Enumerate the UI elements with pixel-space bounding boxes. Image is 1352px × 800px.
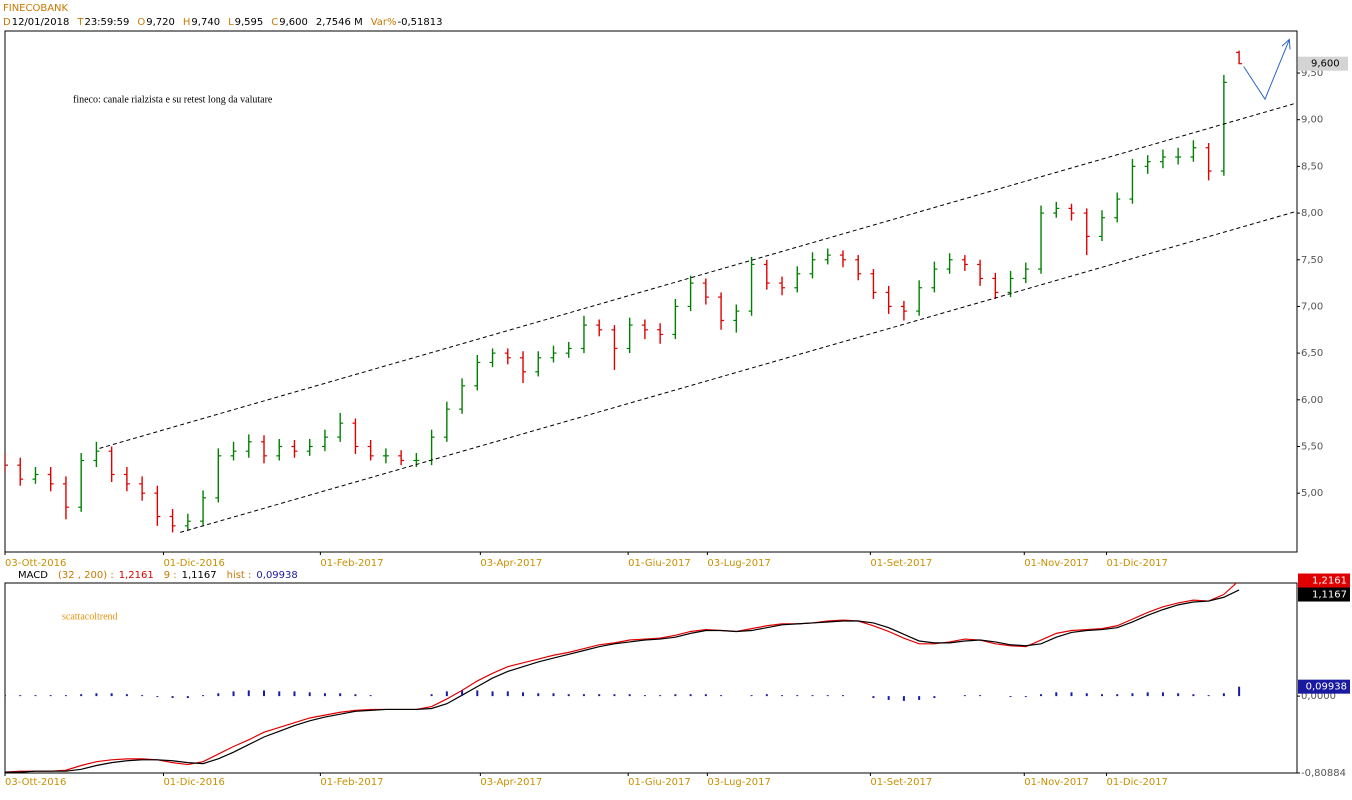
legend-name: 9 :: [164, 570, 177, 581]
x-tick-label: 01-Giu-2017: [628, 558, 691, 569]
field-value: 9,600: [279, 17, 308, 28]
x-tick-label: 01-Feb-2017: [320, 777, 383, 788]
x-tick-label: 01-Dic-2016: [163, 777, 224, 788]
field-key: C: [271, 17, 278, 28]
y-tick-label: 7,50: [1301, 255, 1323, 266]
y-tick-label: 7,00: [1301, 301, 1323, 312]
macd-line: [5, 583, 1238, 773]
macd-header: MACD (32 , 200) : 1,2161 9 : 1,1167 hist : 0,0…: [18, 570, 298, 581]
y-tick-label: 6,00: [1301, 395, 1323, 406]
y-tick-label: 8,00: [1301, 208, 1323, 219]
x-tick-label: 01-Dic-2017: [1107, 558, 1168, 569]
legend-value: 0,09938: [256, 570, 297, 581]
x-tick-label: 03-Apr-2017: [480, 558, 542, 569]
legend-name: hist :: [227, 570, 252, 581]
plot-area: [5, 583, 1241, 773]
x-tick-label: 01-Giu-2017: [628, 777, 691, 788]
field-value: 12/01/2018: [12, 17, 70, 28]
legend-value: 1,2161: [119, 570, 154, 581]
x-tick-label: 03-Ott-2016: [5, 558, 66, 569]
trend-line: [180, 210, 1297, 533]
y-tick-label: 8,50: [1301, 161, 1323, 172]
field-key: L: [228, 17, 234, 28]
field-value: 23:59:59: [84, 17, 129, 28]
field-value: -0,51813: [398, 17, 443, 28]
x-tick-label: 01-Nov-2017: [1024, 558, 1089, 569]
quote-header: D12/01/2018 T23:59:59 O9,720 H9,740 L9,595 C9…: [3, 17, 442, 28]
macd-panel: [4, 582, 1298, 774]
field-value: 9,740: [191, 17, 220, 28]
legend-value: 1,1167: [182, 570, 217, 581]
field-key: T: [76, 17, 84, 28]
field-key: O: [137, 17, 145, 28]
legend-name: (32 , 200) :: [58, 570, 114, 581]
y-tick-label: 5,50: [1301, 441, 1323, 452]
y-tick-label: 0,0000: [1301, 691, 1336, 702]
field-value: 2,7546 M: [316, 17, 363, 28]
x-tick-label: 03-Apr-2017: [480, 777, 542, 788]
x-tick-label: 03-Ott-2016: [5, 777, 66, 788]
watermark: scattacoltrend: [62, 611, 118, 622]
instrument-title: FINECOBANK: [3, 3, 69, 14]
x-tick-label: 01-Set-2017: [870, 558, 932, 569]
x-tick-label: 01-Feb-2017: [320, 558, 383, 569]
trend-line: [1243, 39, 1290, 101]
field-value: 9,595: [235, 17, 264, 28]
field-value: 9,720: [146, 17, 175, 28]
last-price-box: [1298, 56, 1348, 71]
x-tick-label: 01-Nov-2017: [1024, 777, 1089, 788]
value-box: [1298, 679, 1350, 694]
x-tick-label: 01-Set-2017: [870, 777, 932, 788]
value-box: [1298, 573, 1350, 588]
annotation: fineco: canale rialzista e su retest lon…: [73, 94, 273, 105]
value-box-label: 0,09938: [1306, 682, 1347, 693]
x-tick-label: 01-Dic-2016: [163, 558, 224, 569]
value-box-label: 1,2161: [1312, 576, 1347, 587]
plot-area: [5, 38, 1297, 533]
field-key: Var%: [371, 17, 397, 28]
x-tick-label: 01-Dic-2017: [1107, 777, 1168, 788]
trend-line: [99, 102, 1297, 449]
indicator-name: MACD: [18, 570, 48, 581]
y-tick-label: 9,50: [1301, 68, 1323, 79]
price-panel: [4, 30, 1298, 553]
macd-line: [5, 589, 1240, 773]
last-price-label: 9,600: [1311, 59, 1340, 70]
field-key: D: [3, 17, 11, 28]
arrow-head: [1281, 38, 1291, 50]
y-tick-label: -0,80884: [1301, 768, 1346, 779]
y-tick-label: 6,50: [1301, 348, 1323, 359]
field-key: H: [183, 17, 191, 28]
y-tick-label: 9,00: [1301, 115, 1323, 126]
value-box-label: 1,1167: [1312, 590, 1347, 601]
y-tick-label: 5,00: [1301, 488, 1323, 499]
value-box: [1298, 587, 1350, 602]
x-tick-label: 03-Lug-2017: [707, 777, 770, 788]
x-tick-label: 03-Lug-2017: [707, 558, 770, 569]
